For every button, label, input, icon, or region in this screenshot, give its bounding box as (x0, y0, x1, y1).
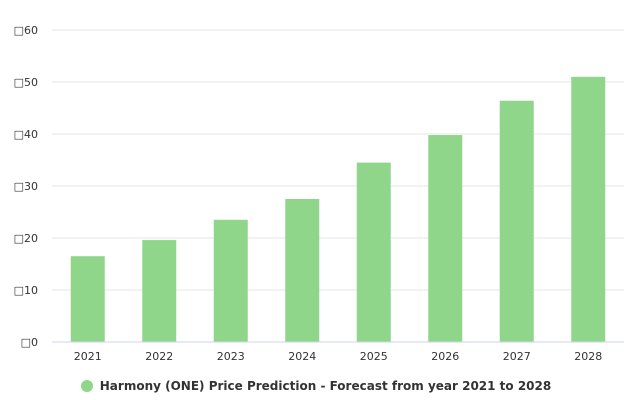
bar-chart: □0□10□20□30□40□50□60 2021 2022 2023 2024 202… (14, 24, 624, 363)
y-tick-label: □30 (14, 180, 38, 193)
y-tick-label: □40 (14, 128, 38, 141)
y-tick-label: □60 (14, 24, 38, 37)
y-tick-label: □20 (14, 232, 38, 245)
x-tick-label: 2026 (431, 350, 459, 363)
bar-2027[interactable] (499, 100, 534, 342)
x-tick-label: 2027 (503, 350, 531, 363)
x-tick-label: 2028 (574, 350, 602, 363)
y-axis-ticks: □0 □10 □20 □30 □40 □50 □60 (14, 24, 38, 349)
y-tick-label: □50 (14, 76, 38, 89)
x-tick-label: 2022 (145, 350, 173, 363)
bar-2021[interactable] (70, 256, 105, 342)
legend-marker (80, 380, 93, 392)
bar-2023[interactable] (213, 219, 248, 342)
bar-2022[interactable] (142, 240, 177, 342)
bar-2026[interactable] (428, 135, 463, 342)
legend[interactable]: Harmony (ONE) Price Prediction - Forecas… (0, 379, 632, 393)
x-tick-label: 2025 (360, 350, 388, 363)
bars (70, 76, 606, 343)
x-tick-label: 2024 (288, 350, 316, 363)
legend-label: Harmony (ONE) Price Prediction - Forecas… (99, 379, 552, 393)
grid-lines (52, 29, 624, 291)
bar-2025[interactable] (356, 162, 391, 342)
y-tick-label: □0 (21, 336, 38, 349)
x-tick-label: 2023 (217, 350, 245, 363)
y-tick-label: □10 (14, 284, 38, 297)
bar-2024[interactable] (285, 199, 320, 342)
bar-2028[interactable] (571, 76, 606, 343)
x-tick-label: 2021 (74, 350, 102, 363)
x-axis-ticks: 2021 2022 2023 2024 2025 2026 2027 2028 (74, 350, 603, 363)
